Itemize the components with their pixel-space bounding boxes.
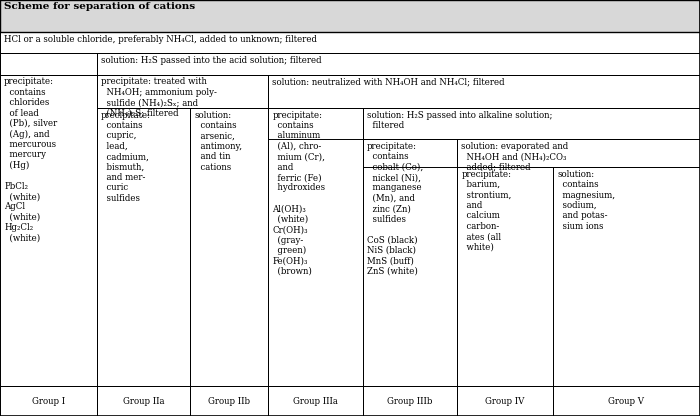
Text: solution:
  contains
  magnesium,
  sodium,
  and potas-
  sium ions: solution: contains magnesium, sodium, an…	[557, 170, 615, 231]
Bar	[0, 53, 97, 75]
Bar	[553, 386, 700, 416]
Bar	[363, 139, 457, 386]
Bar	[0, 32, 700, 53]
Bar	[363, 386, 457, 416]
Text: Group IIb: Group IIb	[209, 396, 251, 406]
Bar	[190, 386, 268, 416]
Bar	[268, 108, 363, 386]
Bar	[363, 108, 700, 139]
Text: solution: neutralized with NH₄OH and NH₄Cl; filtered: solution: neutralized with NH₄OH and NH₄…	[272, 77, 505, 87]
Bar	[268, 108, 363, 139]
Bar	[190, 108, 268, 386]
Text: precipitate:
  contains
  cobalt (Co),
  nickel (Ni),
  manganese
  (Mn), and
  : precipitate: contains cobalt (Co), nicke…	[367, 142, 423, 276]
Bar	[553, 167, 700, 386]
Bar	[97, 386, 190, 416]
Text: precipitate: treated with
  NH₄OH; ammonium poly-
  sulfide (NH₄)₂Sₓ; and
  (NH₄: precipitate: treated with NH₄OH; ammoniu…	[101, 77, 217, 118]
Text: Group IIa: Group IIa	[122, 396, 164, 406]
Text: precipitate:
  contains
  aluminum
  (Al), chro-
  mium (Cr),
  and
  ferric (Fe: precipitate: contains aluminum (Al), chr…	[272, 111, 326, 276]
Bar	[457, 386, 553, 416]
Bar	[268, 386, 363, 416]
Bar	[97, 53, 700, 75]
Text: solution:
  contains
  arsenic,
  antimony,
  and tin
  cations: solution: contains arsenic, antimony, an…	[195, 111, 242, 172]
Bar	[457, 139, 700, 167]
Bar	[0, 386, 97, 416]
Text: precipitate:
  contains
  cupric,
  lead,
  cadmium,
  bismuth,
  and mer-
  cur: precipitate: contains cupric, lead, cadm…	[101, 111, 150, 203]
Bar	[268, 75, 700, 108]
Text: Group IIIb: Group IIIb	[387, 396, 433, 406]
Bar	[0, 0, 700, 32]
Text: solution: H₂S passed into the acid solution; filtered: solution: H₂S passed into the acid solut…	[101, 56, 321, 65]
Bar	[363, 139, 457, 167]
Text: HCl or a soluble chloride, preferably NH₄Cl, added to unknown; filtered: HCl or a soluble chloride, preferably NH…	[4, 35, 317, 44]
Text: Scheme for separation of cations: Scheme for separation of cations	[4, 2, 195, 12]
Text: precipitate:
  barium,
  strontium,
  and
  calcium
  carbon-
  ates (all
  whit: precipitate: barium, strontium, and calc…	[461, 170, 512, 252]
Text: Group IIIa: Group IIIa	[293, 396, 338, 406]
Text: Group V: Group V	[608, 396, 645, 406]
Bar	[97, 108, 190, 386]
Bar	[457, 167, 553, 386]
Bar	[0, 75, 97, 386]
Text: solution: H₂S passed into alkaline solution;
  filtered: solution: H₂S passed into alkaline solut…	[367, 111, 552, 130]
Text: Group I: Group I	[32, 396, 65, 406]
Text: solution: evaporated and
  NH₄OH and (NH₄)₂CO₃
  added; filtered: solution: evaporated and NH₄OH and (NH₄)…	[461, 142, 568, 172]
Bar	[97, 75, 268, 108]
Text: Group IV: Group IV	[485, 396, 525, 406]
Text: precipitate:
  contains
  chlorides
  of lead
  (Pb), silver
  (Ag), and
  mercu: precipitate: contains chlorides of lead …	[4, 77, 57, 243]
